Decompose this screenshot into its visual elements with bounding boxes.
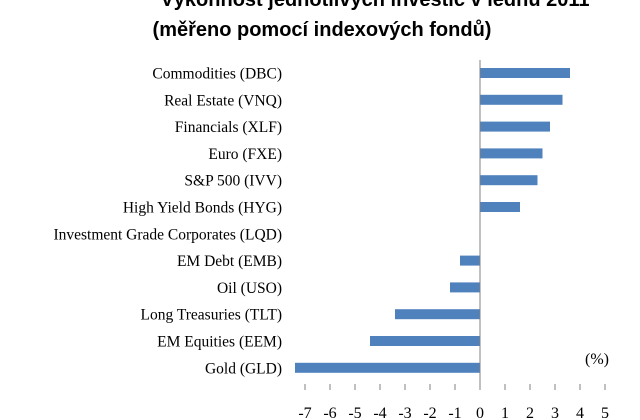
category-labels: Commodities (DBC) Real Estate (VNQ) Financ… (53, 66, 282, 378)
category-label-gold-gld: Gold (GLD) (205, 360, 282, 377)
category-label-real-estate-vnq: Real Estate (VNQ) (164, 92, 282, 109)
category-label-high-yield-bonds-hyg: High Yield Bonds (HYG) (123, 200, 282, 217)
category-label-investment-grade-corporates-lqd: Investment Grade Corporates (LQD) (53, 226, 282, 243)
category-label-long-treasuries-tlt: Long Treasuries (TLT) (141, 307, 283, 324)
x-tick-label: -5 (348, 405, 361, 420)
category-label-commodities-dbc: Commodities (DBC) (152, 66, 282, 83)
x-tick-label: -1 (448, 405, 461, 420)
x-tick-label: 4 (576, 405, 584, 420)
x-tick-label: 2 (526, 405, 534, 420)
bar-em-equities-eem (370, 336, 480, 346)
x-tick-label: 5 (601, 405, 609, 420)
bar-gold-gld (295, 362, 480, 373)
x-tick-label: -3 (398, 405, 411, 420)
x-tick-label: -4 (373, 405, 386, 420)
x-tick-label: -6 (323, 405, 336, 420)
bar-long-treasuries-tlt (395, 309, 480, 320)
bar-financials-xlf (480, 121, 550, 132)
bar-euro-fxe (480, 148, 543, 159)
bar-em-debt-emb (460, 255, 480, 266)
bars-layer (295, 68, 570, 373)
x-tick-label: -2 (423, 405, 436, 420)
category-label-em-equities-eem: EM Equities (EEM) (157, 334, 282, 351)
category-label-s-p-500-ivv: S&P 500 (IVV) (184, 173, 282, 190)
x-tick-label: -7 (298, 405, 311, 420)
category-label-oil-uso: Oil (USO) (217, 280, 282, 297)
category-label-financials-xlf: Financials (XLF) (175, 119, 282, 136)
x-tick-label: 1 (501, 405, 509, 420)
bar-real-estate-vnq (480, 94, 563, 105)
x-axis-ticks: -7 -6 -5 -4 -3 -2 -1 0 1 2 3 4 5 (298, 384, 609, 420)
chart-title: Výkonnost jednotlivých investic v lednu … (160, 0, 589, 11)
x-tick-label: 3 (551, 405, 559, 420)
bar-high-yield-bonds-hyg (480, 202, 520, 212)
category-label-euro-fxe: Euro (FXE) (208, 146, 282, 163)
bar-s-p-500-ivv (480, 175, 538, 186)
category-label-em-debt-emb: EM Debt (EMB) (177, 253, 282, 270)
bar-oil-uso (450, 282, 480, 293)
x-tick-label: 0 (476, 405, 484, 420)
chart-subtitle: (měřeno pomocí indexových fondů) (153, 19, 492, 41)
bar-commodities-dbc (480, 68, 570, 78)
unit-label: (%) (585, 351, 609, 368)
